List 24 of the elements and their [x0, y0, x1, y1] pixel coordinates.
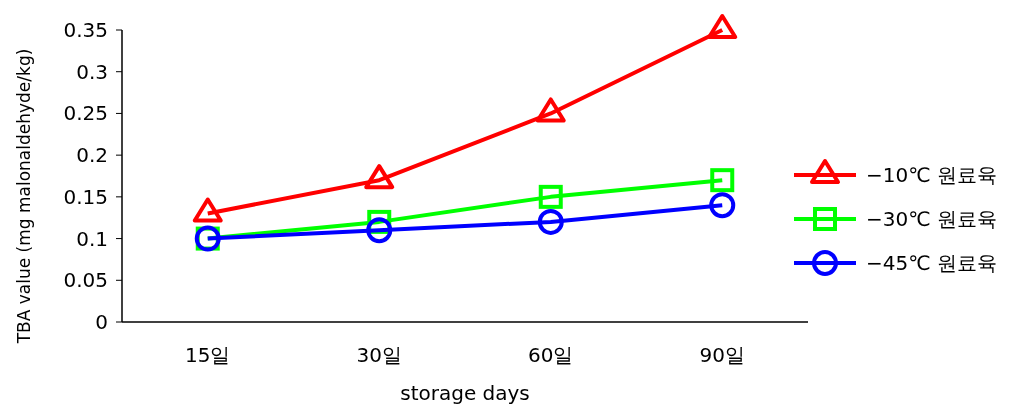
y-tick-label: 0.25 — [63, 101, 108, 126]
point — [537, 208, 564, 235]
point — [709, 192, 736, 219]
point — [538, 184, 563, 209]
legend-label: −30℃ 원료육 — [866, 207, 998, 231]
point — [707, 14, 738, 39]
y-tick-label: 0.2 — [76, 143, 108, 168]
y-tick-label: 0.05 — [63, 268, 108, 293]
x-tick-label: 90일 — [699, 343, 745, 367]
y-tick-label: 0 — [95, 310, 108, 334]
x-tick-label: 15일 — [185, 343, 231, 367]
x-tick-label: 30일 — [356, 343, 402, 367]
point — [535, 97, 566, 123]
x-tick-label: 60일 — [528, 343, 574, 367]
point — [366, 217, 393, 244]
point — [710, 168, 735, 193]
legend-label: −10℃ 원료육 — [866, 163, 998, 187]
y-tick-label: 0.35 — [63, 18, 108, 42]
y-axis-title: TBA value (mg malonaldehyde/kg) — [14, 48, 34, 345]
y-tick-label: 0.1 — [76, 226, 108, 251]
x-axis-title: storage days — [400, 381, 530, 405]
y-tick-label: 0.3 — [76, 59, 108, 84]
y-tick-label: 0.15 — [63, 184, 108, 209]
legend-label: −45℃ 원료육 — [866, 251, 998, 275]
